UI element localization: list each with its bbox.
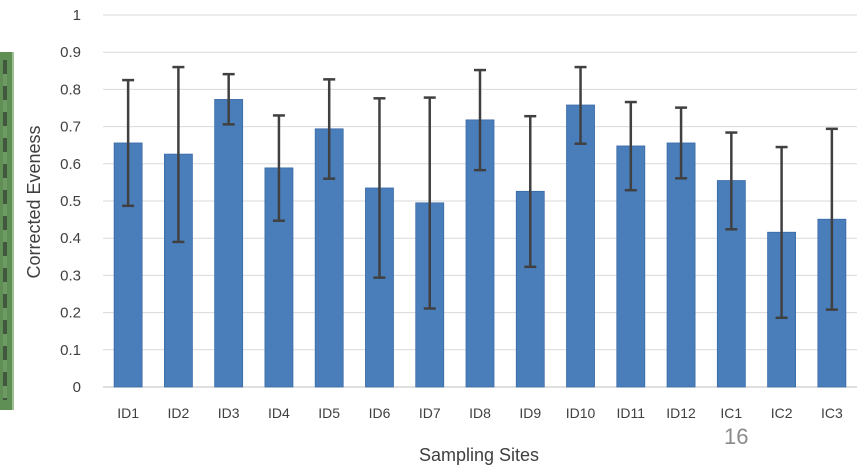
error-bar-id4: [272, 114, 285, 222]
y-tick-label: 1: [73, 7, 81, 24]
x-tick-label: IC3: [821, 405, 843, 421]
y-tick-label: 0.6: [60, 156, 81, 173]
y-tick-label: 0.4: [60, 230, 81, 247]
error-bar-id3: [222, 72, 235, 126]
x-tick-label: ID2: [168, 405, 190, 421]
x-tick-label: ID8: [469, 405, 491, 421]
slide-number: 16: [724, 424, 749, 449]
x-tick-label: IC1: [720, 405, 742, 421]
x-tick-label: IC2: [771, 405, 793, 421]
error-bar-ic3: [825, 127, 838, 311]
y-tick-label: 0.3: [60, 267, 81, 284]
error-bar-id8: [474, 68, 486, 172]
x-tick-label: ID6: [369, 405, 391, 421]
x-tick-label: ID3: [218, 405, 240, 421]
x-tick-label: ID11: [617, 405, 646, 421]
y-tick-label: 0.8: [60, 81, 81, 98]
error-bar-id11: [624, 100, 637, 192]
error-bar-id12: [675, 106, 688, 180]
x-tick-label: ID4: [268, 405, 290, 421]
bar-id12: [666, 142, 696, 388]
x-tick-label: ID1: [117, 405, 139, 421]
y-axis-title: Corrected Eveness: [24, 125, 44, 278]
error-bar-id10: [574, 65, 587, 145]
y-tick-label: 0.5: [60, 193, 81, 210]
error-bar-id1: [122, 78, 135, 208]
x-tick-label: ID5: [318, 405, 340, 421]
error-bars: [122, 65, 838, 320]
y-tick-label: 0.7: [60, 119, 81, 136]
bar-id3: [214, 99, 244, 388]
y-tick-label: 0.1: [60, 342, 81, 359]
x-axis-title: Sampling Sites: [419, 445, 539, 465]
x-tick-label: ID12: [666, 405, 696, 421]
bar-id10: [566, 104, 595, 388]
error-bar-id5: [323, 78, 336, 180]
y-tick-label: 0.2: [60, 305, 81, 322]
x-tick-label: ID10: [566, 405, 596, 421]
y-axis-tick-labels: 0 0.1 0.2 0.3 0.4 0.5 0.6 0.7 0.8 0.9 1: [60, 7, 81, 396]
error-bar-id6: [373, 97, 386, 279]
left-decorative-strip: [0, 52, 14, 410]
error-bar-ic2: [775, 145, 788, 320]
y-tick-label: 0: [73, 379, 81, 396]
x-tick-label: ID7: [419, 405, 441, 421]
bar-id2: [163, 153, 193, 388]
error-bar-ic1: [725, 131, 738, 231]
y-tick-label: 0.9: [60, 44, 81, 61]
x-axis-tick-labels: ID1 ID2 ID3 ID4 ID5 ID6 ID7 ID8 ID9 ID10 ID11 ID12 I…: [117, 405, 843, 421]
error-bar-id9: [524, 114, 537, 269]
error-bar-id2: [172, 65, 185, 244]
error-bar-id7: [423, 96, 436, 310]
x-tick-label: ID9: [519, 405, 541, 421]
bars: [113, 99, 847, 388]
